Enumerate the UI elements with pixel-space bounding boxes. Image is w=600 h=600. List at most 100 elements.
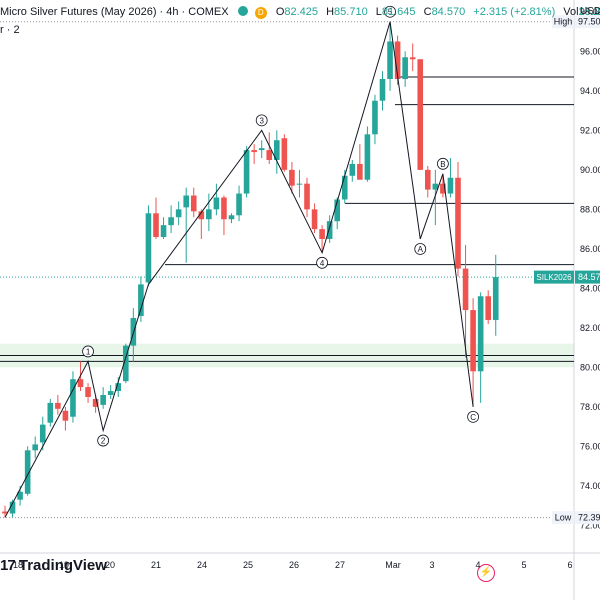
- candle-body: [485, 296, 491, 320]
- time-tick-label: 27: [335, 560, 345, 570]
- candle-body: [206, 209, 212, 220]
- high-value: 85.710: [334, 6, 368, 18]
- time-tick-label: 21: [151, 560, 161, 570]
- open-value: 82.425: [284, 6, 319, 18]
- currency-label[interactable]: USD: [580, 6, 600, 17]
- candle-body: [190, 195, 197, 212]
- candle-body: [243, 150, 250, 194]
- wave-label: 1: [86, 347, 91, 356]
- candle-body: [349, 163, 356, 176]
- candle-body: [394, 41, 401, 79]
- tradingview-logo-icon: 17: [0, 557, 16, 574]
- delayed-data-icon: D: [254, 7, 267, 19]
- candle-body: [402, 57, 408, 79]
- high-tag: High: [554, 17, 573, 27]
- candle-body: [425, 169, 431, 190]
- candle-body: [364, 134, 371, 180]
- tradingview-logo[interactable]: 17 TradingView: [0, 557, 107, 574]
- last-price-box: [575, 270, 600, 284]
- candle-body: [175, 209, 182, 218]
- time-tick-label: 20: [105, 560, 115, 570]
- time-tick-label: 18: [13, 560, 23, 570]
- wave-label-circle: [97, 434, 110, 447]
- candle-body: [334, 199, 340, 222]
- candle-body: [92, 398, 99, 407]
- candle-body: [70, 379, 76, 417]
- tradingview-logo-text: TradingView: [18, 557, 107, 574]
- price-tick-label: 88.00: [580, 204, 600, 214]
- time-tick-label: 25: [243, 560, 253, 570]
- candles-group: [2, 21, 499, 518]
- candle-body: [138, 284, 144, 316]
- candle-body: [311, 209, 318, 230]
- candle-body: [447, 177, 454, 194]
- symbol-tag-box[interactable]: [534, 270, 574, 284]
- indicator-toggle[interactable]: r · 2: [0, 24, 20, 36]
- candle-body: [266, 150, 273, 160]
- candle-body: [85, 387, 91, 397]
- candle-body: [417, 59, 424, 170]
- candle-body: [115, 383, 122, 392]
- time-tick-label: Mar: [385, 560, 401, 570]
- candle-body: [326, 221, 333, 239]
- candle-body: [2, 511, 8, 514]
- wave-label-circle: [255, 114, 268, 127]
- candle-body: [228, 215, 235, 220]
- wave-label: B: [440, 160, 445, 169]
- wave-label-circle: [436, 157, 449, 170]
- candle-body: [160, 225, 167, 237]
- candle-body: [213, 197, 220, 210]
- candle-body: [77, 379, 84, 388]
- high-value: 97.50: [578, 17, 600, 27]
- candle-body: [123, 345, 129, 382]
- candle-body: [251, 150, 257, 153]
- symbol-title[interactable]: Micro Silver Futures (May 2026) · 4h · C…: [0, 6, 229, 18]
- price-tick-label: 78.00: [580, 402, 600, 412]
- price-tick-label: 76.00: [580, 441, 600, 451]
- change-value: +2.315 (+2.81%): [473, 6, 556, 18]
- wave-line[interactable]: [4, 21, 474, 518]
- candle-body: [236, 193, 242, 216]
- price-tick-label: 86.00: [580, 244, 600, 254]
- price-tick-label: 80.00: [580, 362, 600, 372]
- volume-value: 25.22 K: [578, 6, 600, 18]
- price-tick-label: 96.00: [580, 46, 600, 56]
- candle-body: [32, 444, 38, 451]
- wave-label-circle: [414, 243, 427, 255]
- candle-body: [183, 195, 189, 208]
- flash-icon[interactable]: ⚡: [477, 564, 495, 582]
- time-axis[interactable]: 18 19 20 21 24 25 26 27 Mar 3 4 5 6: [13, 560, 573, 570]
- candle-body: [470, 310, 476, 372]
- candle-body: [319, 229, 325, 239]
- low-value-box: [575, 511, 600, 525]
- time-tick-label: 19: [59, 560, 69, 570]
- candle-body: [341, 175, 348, 200]
- candle-body: [24, 450, 31, 494]
- chart-header[interactable]: Micro Silver Futures (May 2026) · 4h · C…: [0, 6, 600, 19]
- candle-body: [304, 183, 310, 210]
- price-tick-label: 84.00: [580, 283, 600, 293]
- wave-overlay[interactable]: 1 2 3 4 5 A B C: [4, 5, 480, 518]
- high-label: H: [326, 6, 335, 18]
- low-value: 81.645: [381, 6, 416, 18]
- price-tick-label: 94.00: [580, 86, 600, 96]
- wave-label-circle: [384, 5, 396, 18]
- candle-body: [9, 501, 16, 514]
- volume-label: Vol: [563, 6, 579, 18]
- wave-label: C: [470, 413, 476, 422]
- candle-body: [372, 100, 378, 135]
- price-axis[interactable]: 72.00 74.00 76.00 78.00 80.00 82.00 84.00 86.00…: [580, 7, 600, 531]
- candle-body: [47, 402, 54, 423]
- last-price: 84.57: [578, 272, 600, 282]
- wave-label: 4: [320, 259, 325, 268]
- candle-body: [153, 213, 159, 237]
- time-tick-label: 24: [197, 560, 207, 570]
- wave-label: A: [418, 245, 424, 254]
- time-tick-label: 5: [521, 560, 526, 570]
- candle-body: [198, 211, 205, 220]
- close-label: C: [423, 6, 432, 18]
- candle-body: [492, 277, 499, 320]
- market-status-icon: [237, 6, 248, 16]
- candle-body: [145, 213, 152, 283]
